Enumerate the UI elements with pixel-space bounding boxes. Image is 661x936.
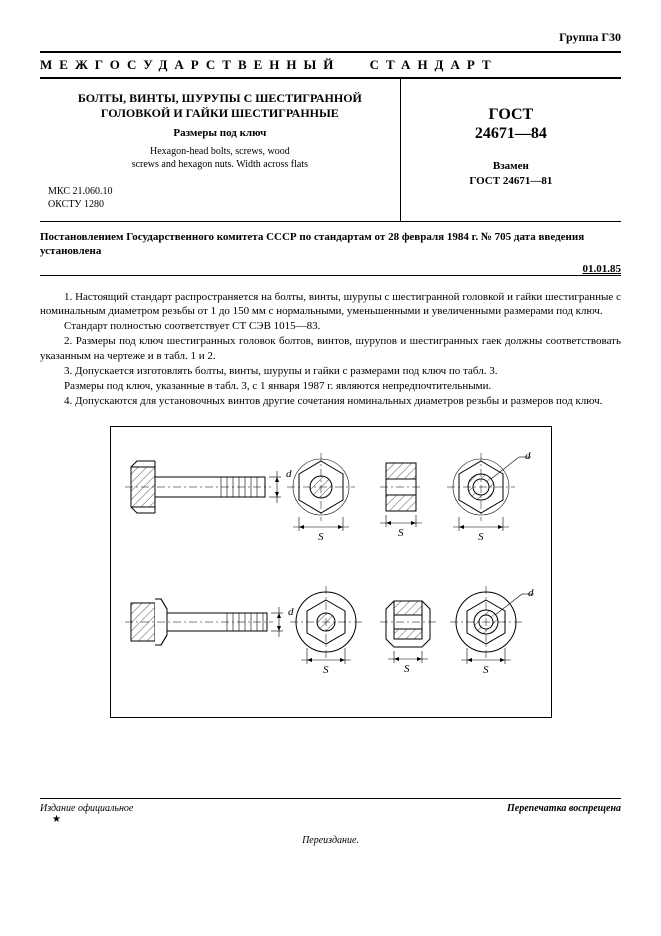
mkc-code: МКС 21.060.10 <box>48 186 112 197</box>
dim-s-label-3: S <box>478 531 484 543</box>
decree-date: 01.01.85 <box>40 263 621 275</box>
dim-s-label-4: S <box>323 664 329 676</box>
para-2: 2. Размеры под ключ шестигранных головок… <box>40 334 621 364</box>
standard-banner: МЕЖГОСУДАРСТВЕННЫЙ СТАНДАРТ <box>40 51 621 79</box>
dim-d-label: d <box>286 468 292 480</box>
replaces-label: Взамен <box>493 160 529 172</box>
dim-d-label-3: d <box>288 606 294 618</box>
dim-s-label-2: S <box>398 527 404 539</box>
title-line-2: ГОЛОВКОЙ И ГАЙКИ ШЕСТИГРАННЫЕ <box>48 106 392 121</box>
dim-s-label-6: S <box>483 664 489 676</box>
header-block: БОЛТЫ, ВИНТЫ, ШУРУПЫ С ШЕСТИГРАННОЙ ГОЛО… <box>40 79 621 221</box>
footer-rule <box>40 798 621 799</box>
eng-line-1: Hexagon-head bolts, screws, wood <box>150 146 290 157</box>
banner-word-2: СТАНДАРТ <box>370 57 498 72</box>
okstu-code: ОКСТУ 1280 <box>48 199 104 210</box>
para-1: 1. Настоящий стандарт распространяется н… <box>40 290 621 320</box>
dim-d-label-4: d <box>528 587 534 599</box>
para-1b: Стандарт полностью соответствует СТ СЭВ … <box>40 319 621 334</box>
replaces-num: ГОСТ 24671—81 <box>469 175 552 187</box>
para-3: 3. Допускается изготовлять болты, винты,… <box>40 364 621 379</box>
eng-line-2: screws and hexagon nuts. Width across fl… <box>132 159 308 170</box>
divider <box>40 221 621 222</box>
technical-drawing: d S <box>110 426 552 718</box>
para-4: 4. Допускаются для установочных винтов д… <box>40 394 621 409</box>
subtitle: Размеры под ключ <box>48 127 392 139</box>
dim-d-label-2: d <box>525 450 531 462</box>
group-code: Группа Г30 <box>40 30 621 45</box>
decree-text: Постановлением Государственного комитета… <box>40 231 584 257</box>
gost-label: ГОСТ <box>489 106 534 123</box>
dim-s-label-5: S <box>404 663 410 675</box>
star-icon: ★ <box>52 814 61 825</box>
gost-number: 24671—84 <box>475 125 547 142</box>
footer-right: Перепечатка воспрещена <box>507 803 621 825</box>
dim-s-label-1: S <box>318 531 324 543</box>
footer-left: Издание официальное <box>40 803 133 814</box>
reprint-note: Переиздание. <box>40 835 621 846</box>
para-3b: Размеры под ключ, указанные в табл. 3, с… <box>40 379 621 394</box>
footer-row: Издание официальное★ Перепечатка воспрещ… <box>40 803 621 825</box>
title-line-1: БОЛТЫ, ВИНТЫ, ШУРУПЫ С ШЕСТИГРАННОЙ <box>48 91 392 106</box>
body-text: 1. Настоящий стандарт распространяется н… <box>40 290 621 409</box>
divider-2 <box>40 275 621 276</box>
banner-word-1: МЕЖГОСУДАРСТВЕННЫЙ <box>40 57 340 72</box>
